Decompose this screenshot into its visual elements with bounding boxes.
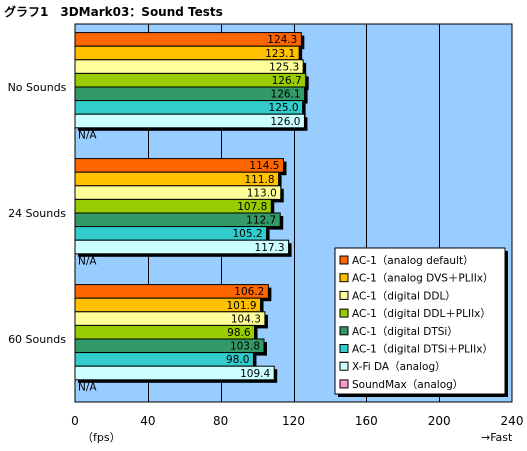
legend-label: AC-1（analog DVS＋PLIIx）: [352, 273, 494, 285]
category-label: 60 Sounds: [8, 333, 66, 346]
bar-value-label: 103.8: [230, 341, 260, 353]
bar-value-label: 125.0: [269, 102, 299, 114]
bar-value-label: 98.0: [226, 354, 249, 366]
x-tick-label: 80: [213, 414, 228, 428]
legend-swatch: [339, 308, 349, 318]
category-label: 24 Sounds: [8, 207, 66, 220]
legend-label: AC-1（digital DTSi＋PLIIx）: [352, 344, 493, 356]
legend-label: X-Fi DA（analog）: [352, 361, 446, 373]
legend-swatch: [339, 273, 349, 283]
x-tick-label: 40: [140, 414, 155, 428]
bar-value-label: 109.4: [240, 368, 270, 380]
bar-value-label: 112.7: [246, 215, 276, 227]
category-label: No Sounds: [8, 81, 67, 94]
bar-value-label: 113.0: [247, 187, 277, 199]
legend-label: SoundMax（analog）: [352, 379, 463, 391]
chart-title: グラフ1 3DMark03：Sound Tests: [4, 4, 223, 19]
x-tick-label: 240: [501, 414, 524, 428]
bar-value-label: 111.8: [245, 174, 275, 186]
bar-value-label: 126.7: [272, 75, 302, 87]
legend-label: AC-1（analog default）: [352, 255, 474, 267]
legend-label: AC-1（digital DDL＋PLIIx）: [352, 308, 491, 320]
legend-swatch: [339, 326, 349, 336]
x-tick-label: 0: [71, 414, 79, 428]
bar-value-label: 126.0: [270, 116, 300, 128]
x-tick-label: 120: [282, 414, 305, 428]
bar-value-label: 106.2: [234, 286, 264, 298]
legend-swatch: [339, 379, 349, 389]
bar-value-label: 101.9: [226, 300, 256, 312]
legend-label: AC-1（digital DDL）: [352, 290, 456, 302]
bar-value-label: 114.5: [249, 160, 279, 172]
legend-label: AC-1（digital DTSi）: [352, 326, 458, 338]
bar-value-label: 107.8: [237, 201, 267, 213]
x-tick-label: 200: [428, 414, 451, 428]
bar-value-label: 123.1: [265, 48, 295, 60]
x-direction-note: →Fast: [481, 431, 513, 444]
x-tick-label: 160: [355, 414, 378, 428]
bar-value-label: 117.3: [255, 242, 285, 254]
plot-border: [74, 23, 513, 403]
bar-value-label: N/A: [78, 129, 97, 141]
legend-swatch: [339, 290, 349, 300]
bar-value-label: 125.3: [269, 61, 299, 73]
legend-box: [334, 247, 506, 395]
x-tick-labels: 0 40 80 120 160 200 240: [71, 414, 523, 428]
x-axis-label: （fps）: [82, 431, 121, 444]
bar-value-label: 126.1: [271, 89, 301, 101]
category-labels: No Sounds 24 Sounds 60 Sounds: [8, 81, 67, 346]
bar-value-label: 104.3: [231, 313, 261, 325]
bar-value-label: N/A: [78, 381, 97, 393]
bar-value-label: N/A: [78, 255, 97, 267]
legend: AC-1（analog default） AC-1（analog DVS＋PLII…: [334, 247, 508, 397]
bar-value-label: 124.3: [267, 34, 297, 46]
bar-value-label: 105.2: [232, 228, 262, 240]
legend-swatch: [339, 344, 349, 353]
bar-value-label: 98.6: [227, 327, 251, 339]
legend-swatch: [339, 361, 349, 371]
legend-swatch: [339, 255, 349, 265]
